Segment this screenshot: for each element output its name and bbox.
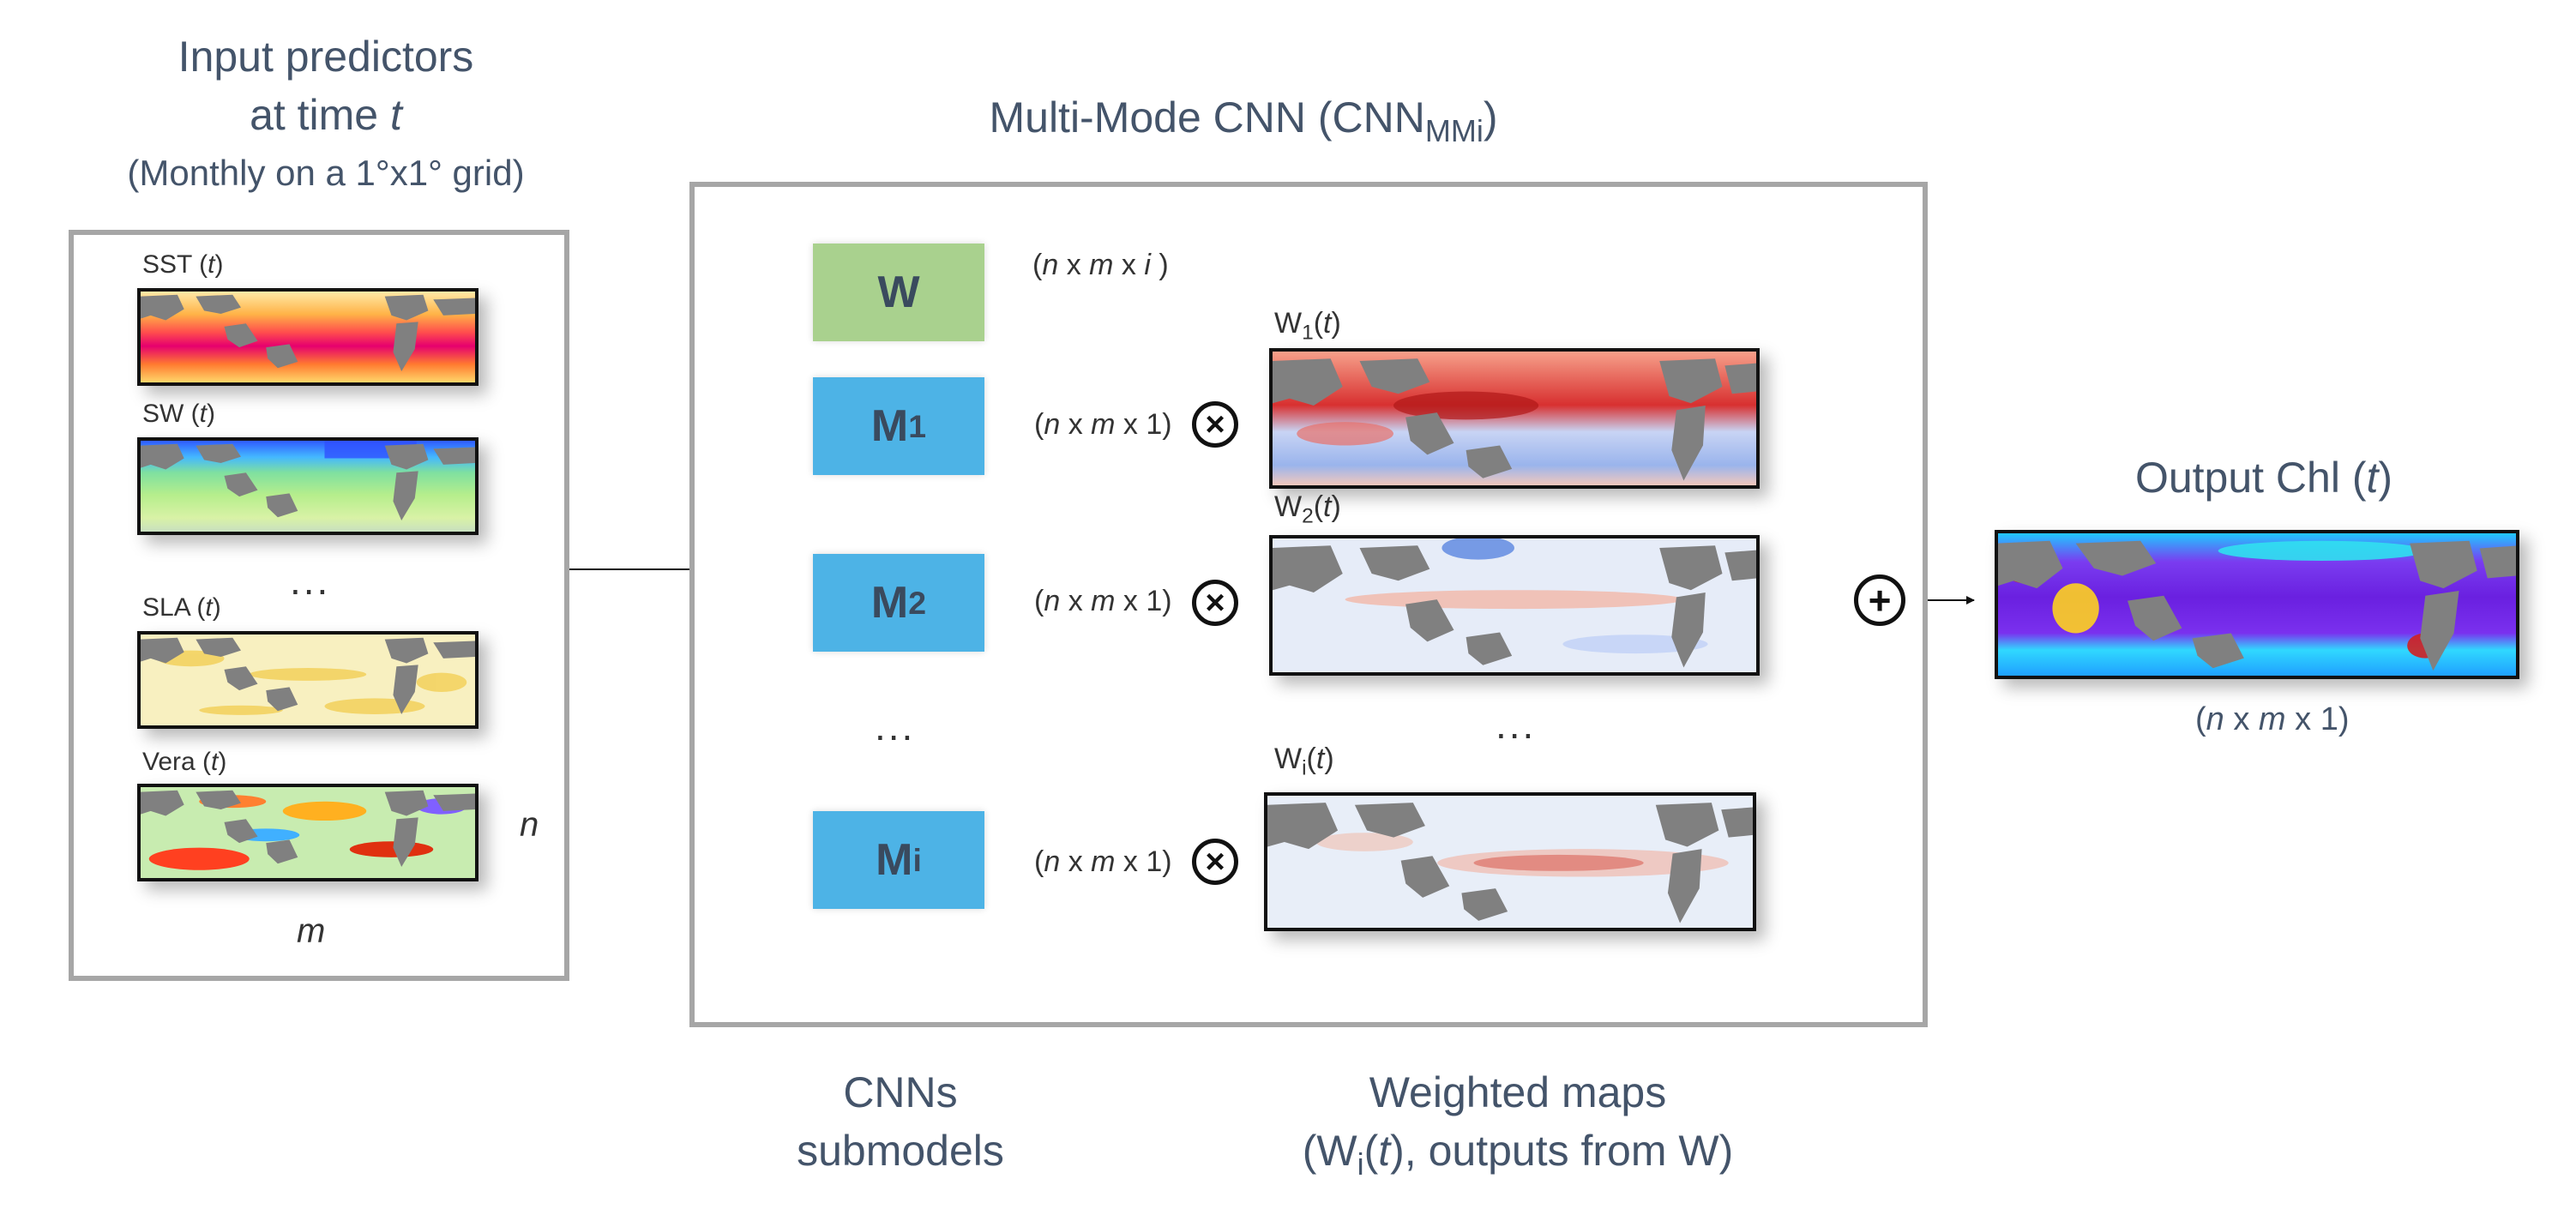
output-dimension-label: (n x m x 1): [2195, 701, 2350, 737]
w2-map: [1269, 535, 1760, 676]
m1-dimension-label: (n x m x 1): [1034, 408, 1172, 441]
input-title-line2: at time t: [250, 91, 402, 139]
multiply-icon-2: ×: [1192, 580, 1238, 626]
dimension-m-label: m: [297, 912, 326, 950]
sla-map: [137, 631, 478, 729]
w2-label: W2(t): [1274, 490, 1341, 528]
weighted-maps-caption: Weighted maps (Wi(t), outputs from W): [1302, 1068, 1734, 1182]
sla-label: SLA (t): [142, 593, 221, 622]
w-box: W: [813, 244, 984, 341]
mode-ellipsis: ...: [875, 704, 916, 749]
input-title-line3: (Monthly on a 1°x1° grid): [127, 153, 525, 193]
multiply-icon-1: ×: [1192, 401, 1238, 448]
output-chl-map: [1995, 530, 2519, 679]
weight-ellipsis: ...: [1496, 702, 1537, 747]
input-title-line1: Input predictors: [178, 33, 474, 81]
vera-label: Vera (t): [142, 748, 227, 776]
m2-dimension-label: (n x m x 1): [1034, 585, 1172, 617]
sw-map: [137, 437, 478, 535]
wi-label: Wi(t): [1274, 743, 1334, 780]
output-title: Output Chl (t): [2134, 454, 2393, 502]
w1-label: W1(t): [1274, 307, 1341, 345]
sw-label: SW (t): [142, 400, 215, 428]
dimension-n-label: n: [520, 806, 539, 844]
vera-map: [137, 784, 478, 881]
cnn-submodels-caption: CNNs submodels: [797, 1068, 1004, 1175]
sst-label: SST (t): [142, 250, 224, 279]
input-title: Input predictors at time t (Monthly on a…: [77, 27, 575, 202]
input-ellipsis: ...: [290, 558, 331, 603]
w1-map: [1269, 348, 1760, 489]
sum-icon: +: [1854, 574, 1905, 626]
cnn-title: Multi-Mode CNN (CNNMMi): [989, 93, 1498, 148]
multiply-icon-i: ×: [1192, 839, 1238, 885]
wi-map: [1264, 792, 1756, 931]
mi-dimension-label: (n x m x 1): [1034, 845, 1172, 878]
w-dimension-label: (n x m x i ): [1032, 249, 1169, 281]
sst-map: [137, 288, 478, 386]
